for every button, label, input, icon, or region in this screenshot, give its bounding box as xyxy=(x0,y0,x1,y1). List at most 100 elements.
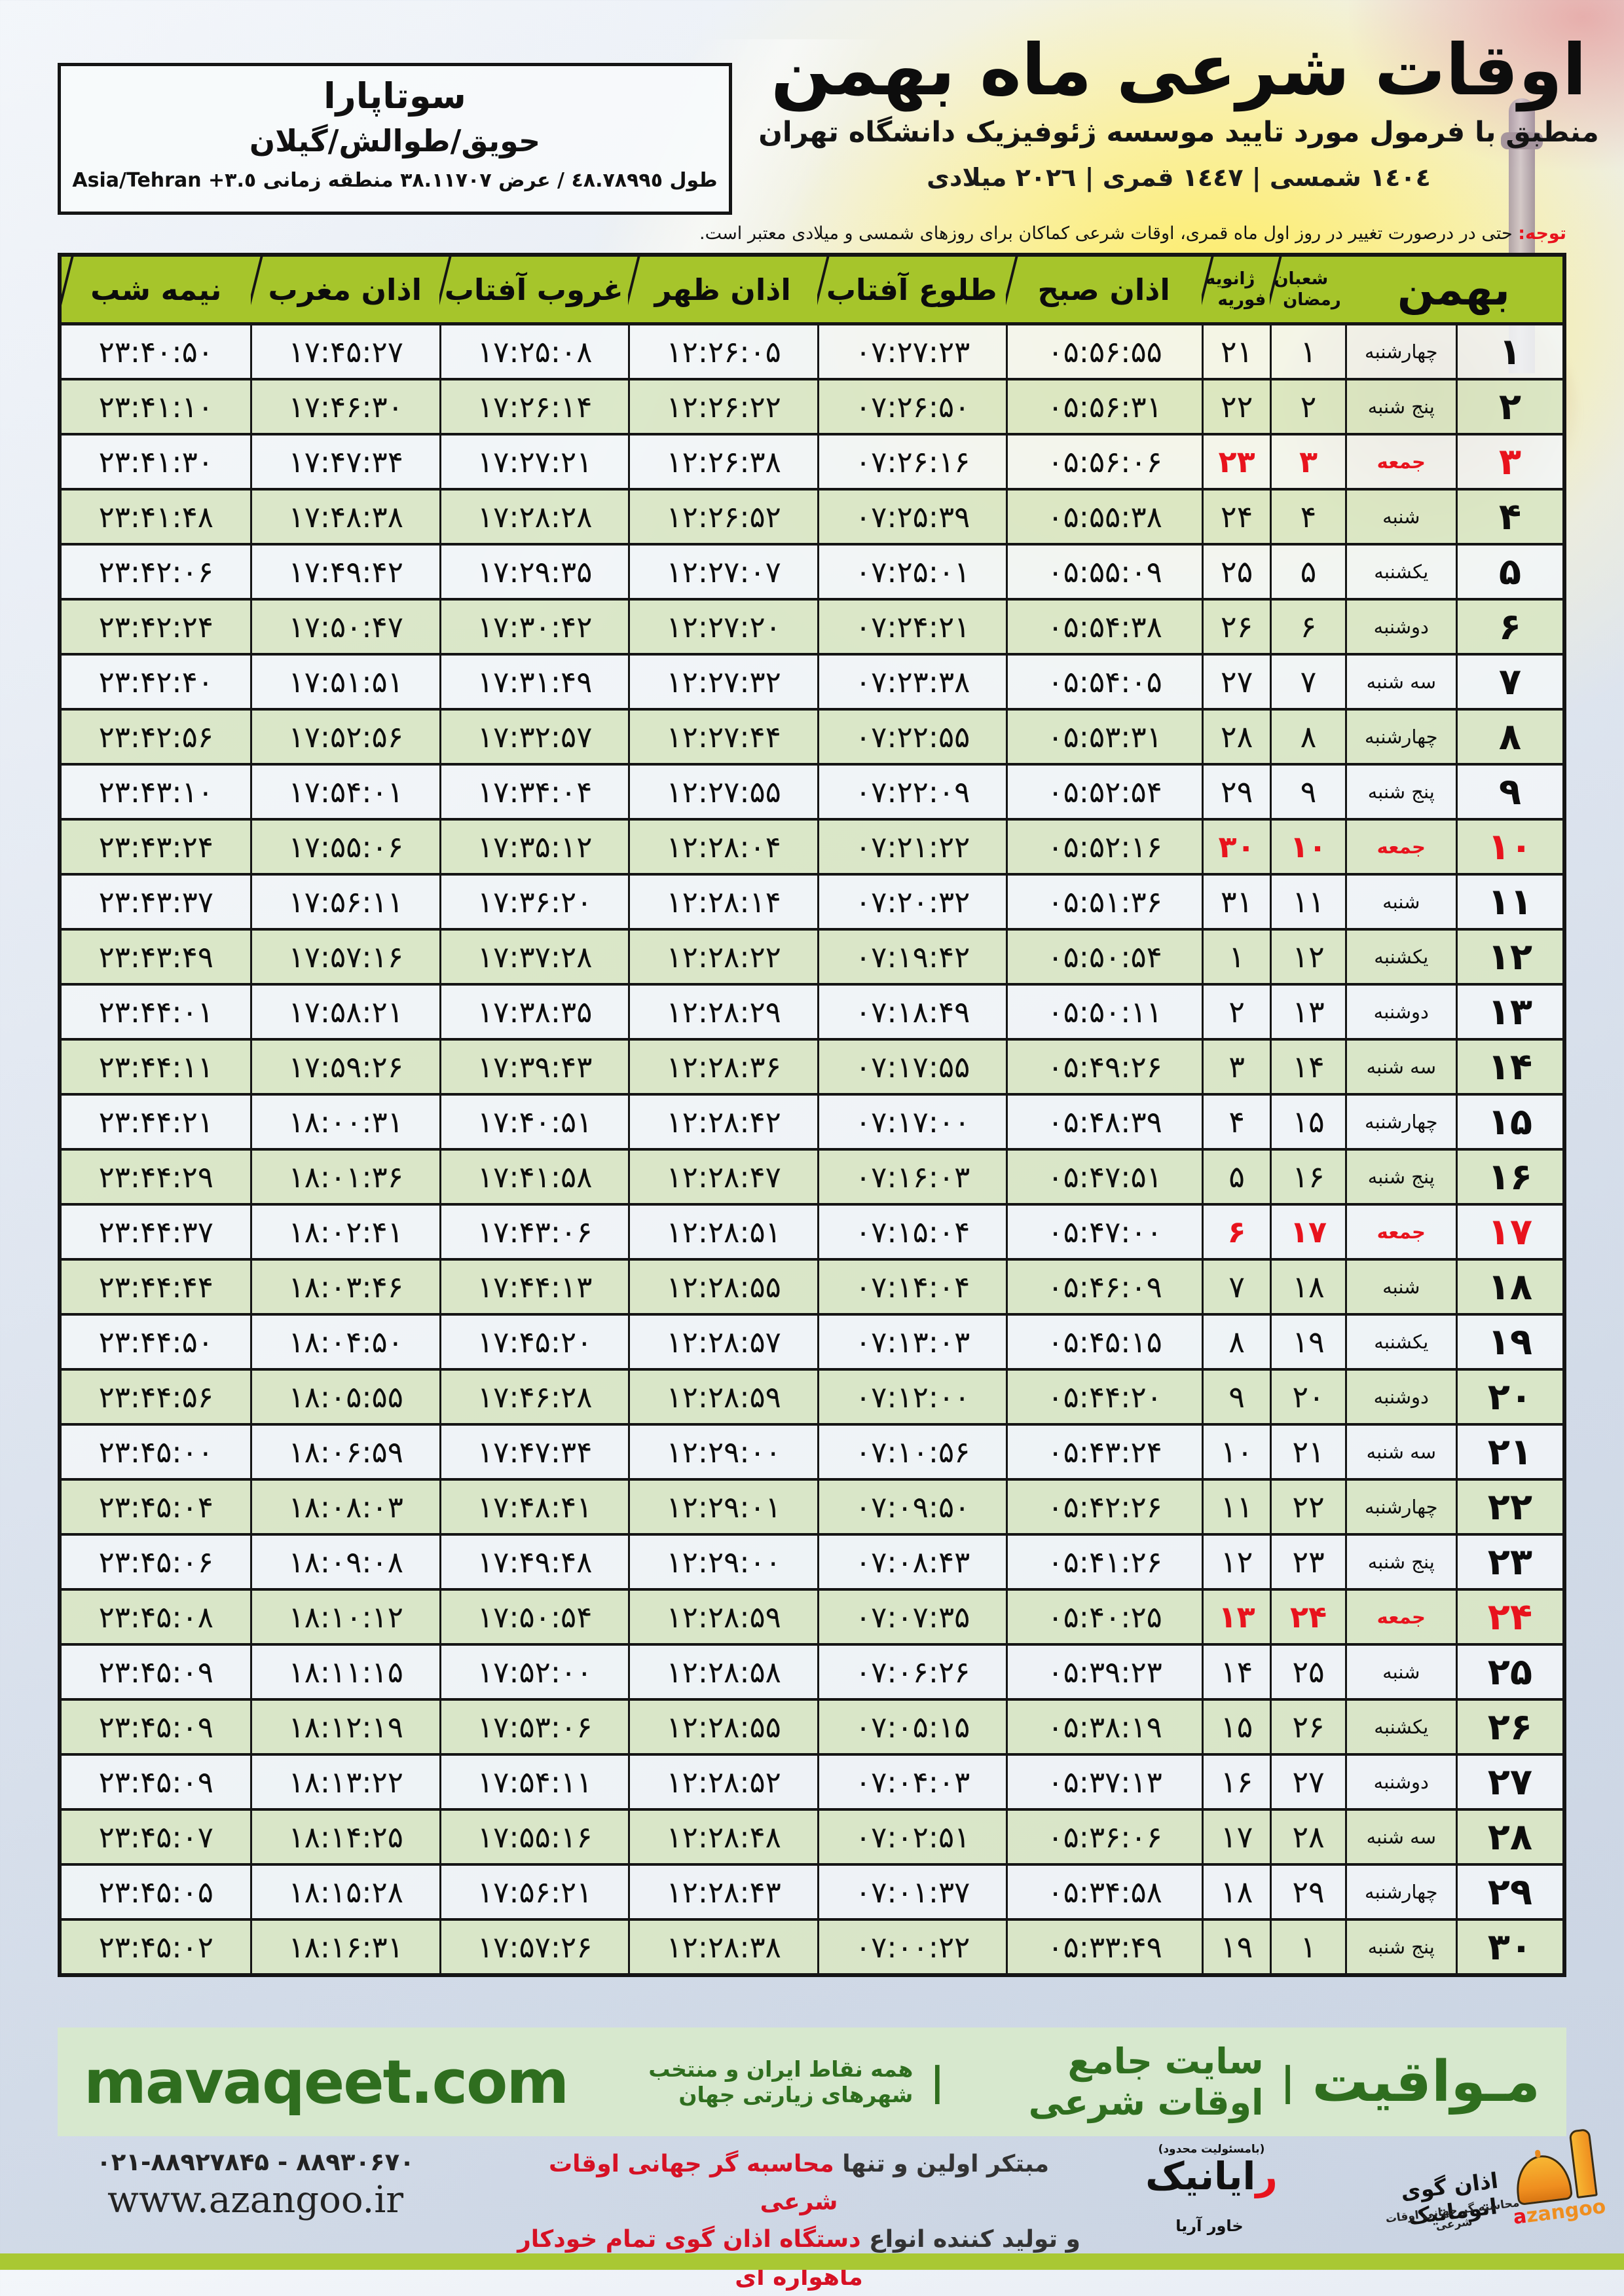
cell-gregorian-day: ۱۹ xyxy=(1201,1921,1270,1973)
location-name: سوتاپارا xyxy=(323,75,466,117)
cell-weekday: چهارشنبه xyxy=(1344,325,1456,378)
separator: | xyxy=(930,2059,945,2105)
cell-weekday: یکشنبه xyxy=(1344,1316,1456,1368)
cell-gregorian-day: ۱۵ xyxy=(1201,1701,1270,1753)
rayanik-rest: ایانیک xyxy=(1145,2154,1256,2198)
cell-lunar-day: ۶ xyxy=(1270,601,1344,653)
cell-fajr-time: ۰۵:۳۳:۴۹ xyxy=(1006,1921,1201,1973)
cell-bahman-day: ۳۰ xyxy=(1455,1921,1562,1973)
cell-dhuhr-time: ۱۲:۲۹:۰۱ xyxy=(628,1481,817,1533)
cell-sunrise-time: ۰۷:۱۹:۴۲ xyxy=(817,931,1006,983)
cell-sunrise-time: ۰۷:۰۱:۳۷ xyxy=(817,1866,1006,1918)
cell-midnight-time: ۲۳:۴۱:۳۰ xyxy=(98,444,213,479)
cell-maghrib-time: ۱۸:۰۳:۴۶ xyxy=(250,1261,439,1313)
cell-midnight-time: ۲۳:۴۴:۵۰ xyxy=(98,1324,213,1360)
cell-maghrib-time: ۱۷:۵۰:۴۷ xyxy=(250,601,439,653)
contact-block: ۰۲۱-۸۸۹۲۷۸۴۵ - ۸۸۹۳۰۶۷۰ www.azangoo.ir xyxy=(72,2148,439,2221)
cell-weekday: جمعه xyxy=(1344,821,1456,873)
table-row: ۳۰ پنج شنبه ۱ ۱۹ ۰۵:۳۳:۴۹ ۰۷:۰۰:۲۲ ۱۲:۲۸… xyxy=(62,1921,1562,1973)
table-row: ۲۰ دوشنبه ۲۰ ۹ ۰۵:۴۴:۲۰ ۰۷:۱۲:۰۰ ۱۲:۲۸:۵… xyxy=(62,1371,1562,1426)
cell-gregorian-day: ۲۶ xyxy=(1201,601,1270,653)
rayanik-note: (بامسئولیت محدود) xyxy=(1158,2143,1265,2156)
cell-maghrib-time: ۱۸:۰۶:۵۹ xyxy=(250,1426,439,1478)
cell-lunar-day: ۳ xyxy=(1270,435,1344,488)
cell-maghrib-time: ۱۸:۰۹:۰۸ xyxy=(250,1536,439,1588)
cell-dhuhr-time: ۱۲:۲۸:۳۶ xyxy=(628,1041,817,1093)
promo-text: مبتکر اولین و تنها محاسبه گر جهانی اوقات… xyxy=(511,2145,1087,2296)
cell-sunset-time: ۱۷:۳۵:۱۲ xyxy=(439,821,628,873)
cell-weekday: سه شنبه xyxy=(1344,656,1456,708)
table-row: ۸ چهارشنبه ۸ ۲۸ ۰۵:۵۳:۳۱ ۰۷:۲۲:۵۵ ۱۲:۲۷:… xyxy=(62,711,1562,766)
cell-weekday: سه شنبه xyxy=(1344,1041,1456,1093)
cell-sunrise-time: ۰۷:۰۴:۰۳ xyxy=(817,1756,1006,1808)
cell-sunset-time: ۱۷:۳۹:۴۳ xyxy=(439,1041,628,1093)
cell-gregorian-day: ۶ xyxy=(1201,1206,1270,1258)
cell-gregorian-day: ۲۵ xyxy=(1201,546,1270,598)
cell-sunrise-time: ۰۷:۰۵:۱۵ xyxy=(817,1701,1006,1753)
cell-sunset-time: ۱۷:۵۷:۲۶ xyxy=(439,1921,628,1973)
cell-weekday: جمعه xyxy=(1344,1591,1456,1643)
cell-dhuhr-time: ۱۲:۲۶:۳۸ xyxy=(628,435,817,488)
cell-fajr-time: ۰۵:۵۲:۵۴ xyxy=(1006,766,1201,818)
cell-lunar-day: ۲۰ xyxy=(1270,1371,1344,1423)
note-line: توجه: حتی در درصورت تغییر در روز اول ماه… xyxy=(58,223,1566,244)
cell-sunrise-time: ۰۷:۲۰:۳۲ xyxy=(817,876,1006,928)
cell-sunset-time: ۱۷:۳۴:۰۴ xyxy=(439,766,628,818)
header-lunar-top: شعبان xyxy=(1274,268,1329,289)
cell-lunar-day: ۱۷ xyxy=(1270,1206,1344,1258)
cell-weekday: یکشنبه xyxy=(1344,546,1456,598)
phone-numbers: ۰۲۱-۸۸۹۲۷۸۴۵ - ۸۸۹۳۰۶۷۰ xyxy=(96,2148,415,2176)
header-sunrise: طلوع آفتاب xyxy=(817,257,1006,322)
cell-weekday: سه شنبه xyxy=(1344,1811,1456,1863)
cell-maghrib-time: ۱۸:۱۲:۱۹ xyxy=(250,1701,439,1753)
table-row: ۱۶ پنج شنبه ۱۶ ۵ ۰۵:۴۷:۵۱ ۰۷:۱۶:۰۳ ۱۲:۲۸… xyxy=(62,1151,1562,1206)
header-maghrib: اذان مغرب xyxy=(250,257,439,322)
cell-bahman-day: ۱۲ xyxy=(1455,931,1562,983)
cell-bahman-day: ۲۴ xyxy=(1455,1591,1562,1643)
cell-maghrib-time: ۱۷:۵۷:۱۶ xyxy=(250,931,439,983)
cell-fajr-time: ۰۵:۴۶:۰۹ xyxy=(1006,1261,1201,1313)
cell-midnight-time: ۲۳:۴۴:۰۱ xyxy=(98,994,213,1029)
cell-maghrib-time: ۱۸:۰۰:۳۱ xyxy=(250,1096,439,1148)
table-body: ۱ چهارشنبه ۱ ۲۱ ۰۵:۵۶:۵۵ ۰۷:۲۷:۲۳ ۱۲:۲۶:… xyxy=(62,325,1562,1973)
cell-lunar-day: ۱۰ xyxy=(1270,821,1344,873)
cell-fajr-time: ۰۵:۵۶:۳۱ xyxy=(1006,380,1201,433)
cell-midnight-time: ۲۳:۴۵:۰۹ xyxy=(98,1764,213,1800)
cell-gregorian-day: ۲۷ xyxy=(1201,656,1270,708)
cell-gregorian-day: ۱۱ xyxy=(1201,1481,1270,1533)
cell-dhuhr-time: ۱۲:۲۸:۲۲ xyxy=(628,931,817,983)
cell-midnight-time: ۲۳:۴۱:۱۰ xyxy=(98,389,213,424)
cell-weekday: چهارشنبه xyxy=(1344,711,1456,763)
cell-fajr-time: ۰۵:۵۰:۵۴ xyxy=(1006,931,1201,983)
cell-weekday: چهارشنبه xyxy=(1344,1481,1456,1533)
cell-midnight-time: ۲۳:۴۳:۲۴ xyxy=(98,829,213,864)
cell-lunar-day: ۱۱ xyxy=(1270,876,1344,928)
cell-weekday: دوشنبه xyxy=(1344,986,1456,1038)
cell-gregorian-day: ۸ xyxy=(1201,1316,1270,1368)
cell-bahman-day: ۱۰ xyxy=(1455,821,1562,873)
cell-gregorian-day: ۳ xyxy=(1201,1041,1270,1093)
cell-fajr-time: ۰۵:۳۶:۰۶ xyxy=(1006,1811,1201,1863)
azangoo-logo: اذان گوی اتوماتیک محاسبه گر جهانی اوقات … xyxy=(1382,2124,1610,2261)
cell-sunset-time: ۱۷:۴۶:۲۸ xyxy=(439,1371,628,1423)
cell-sunset-time: ۱۷:۵۳:۰۶ xyxy=(439,1701,628,1753)
cell-bahman-day: ۳ xyxy=(1455,435,1562,488)
cell-dhuhr-time: ۱۲:۲۸:۲۹ xyxy=(628,986,817,1038)
cell-lunar-day: ۲۸ xyxy=(1270,1811,1344,1863)
cell-sunset-time: ۱۷:۲۹:۳۵ xyxy=(439,546,628,598)
cell-weekday: دوشنبه xyxy=(1344,1756,1456,1808)
rayanik-initial: ر xyxy=(1255,2154,1278,2198)
page-title: اوقات شرعی ماه بهمن xyxy=(771,29,1587,111)
cell-lunar-day: ۱۳ xyxy=(1270,986,1344,1038)
cell-midnight-time: ۲۳:۴۵:۰۰ xyxy=(98,1434,213,1470)
location-coordinates: طول ٤٨.٧٨٩٩٥ / عرض ٣٨.١١٧٠٧ منطقه زمانی … xyxy=(72,169,718,192)
cell-bahman-day: ۱ xyxy=(1455,325,1562,378)
cell-bahman-day: ۱۱ xyxy=(1455,876,1562,928)
cell-sunset-time: ۱۷:۵۵:۱۶ xyxy=(439,1811,628,1863)
cell-bahman-day: ۱۹ xyxy=(1455,1316,1562,1368)
header-lunar-bottom: رمضان xyxy=(1283,290,1341,310)
cell-maghrib-time: ۱۸:۰۱:۳۶ xyxy=(250,1151,439,1203)
cell-midnight-time: ۲۳:۴۳:۳۷ xyxy=(98,884,213,919)
cell-sunset-time: ۱۷:۵۴:۱۱ xyxy=(439,1756,628,1808)
cell-dhuhr-time: ۱۲:۲۸:۵۱ xyxy=(628,1206,817,1258)
